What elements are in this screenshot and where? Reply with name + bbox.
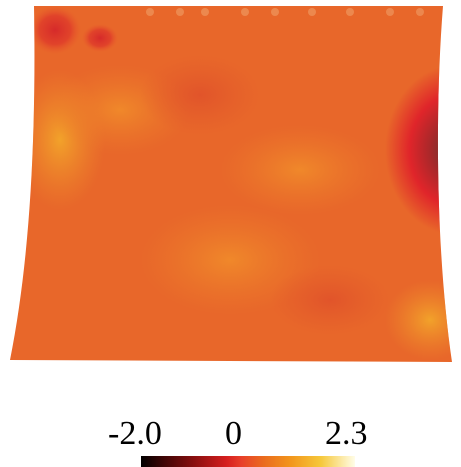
colorbar-min-label: -2.0 [108,415,162,452]
deformed-field-plot [10,6,452,362]
top-edge-artifacts [146,8,424,16]
field-surface [10,6,452,362]
colorbar-max-label: 2.3 [325,415,368,452]
colorbar-mid-label: 0 [225,415,242,452]
colorbar [141,456,355,467]
